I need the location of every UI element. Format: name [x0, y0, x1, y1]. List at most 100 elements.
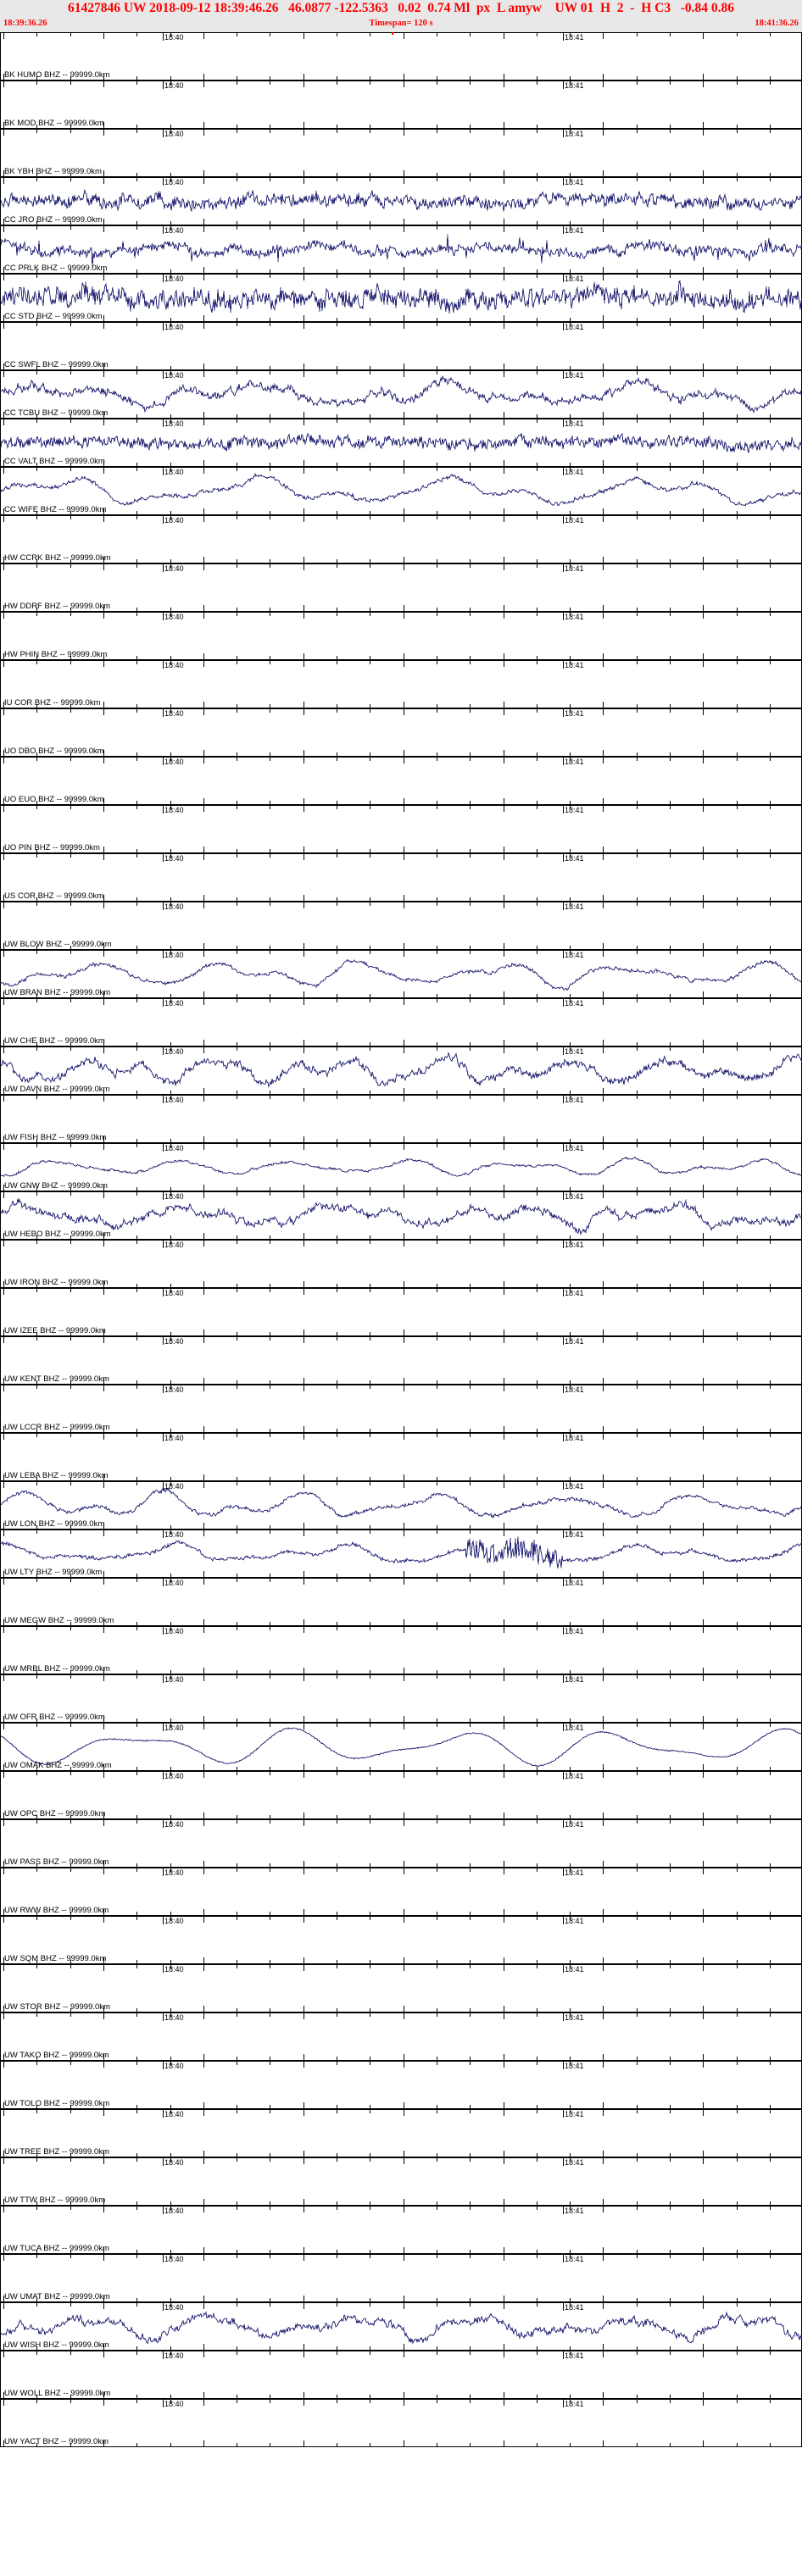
axis-tick-labelled: [563, 902, 564, 910]
trace-row[interactable]: 18:40 18:41 UW TOLO BHZ -- 99999.0km: [0, 2061, 802, 2109]
trace-row[interactable]: 18:40 18:41 UW CHE BHZ -- 99999.0km: [0, 998, 802, 1046]
axis-line-bottom: [1, 1432, 802, 1433]
trace-row[interactable]: 18:40 18:41 UW MRBL BHZ -- 99999.0km: [0, 1626, 802, 1674]
trace-row[interactable]: 18:40 18:41 CC SWFL BHZ -- 99999.0km: [0, 322, 802, 370]
axis-tick-minor: [136, 2207, 137, 2210]
trace-row[interactable]: 18:40 18:41 UW LON BHZ -- 99999.0km: [0, 1481, 802, 1530]
axis-tick-minor: [36, 999, 37, 1002]
trace-row[interactable]: 18:40 18:41 CC TCBU BHZ -- 99999.0km: [0, 370, 802, 419]
axis-time-label: 18:40: [164, 2110, 184, 2118]
trace-row[interactable]: 18:40 18:41 UW DAVN BHZ -- 99999.0km: [0, 1046, 802, 1095]
trace-row[interactable]: 18:40 18:41 BK MOD BHZ -- 99999.0km: [0, 80, 802, 129]
axis-tick-minor: [770, 1579, 771, 1582]
axis-tick-major: [203, 1241, 204, 1246]
tick-row-bottom: [1, 2151, 802, 2157]
axis-tick-major: [703, 1241, 704, 1246]
axis-tick-minor: [136, 902, 137, 906]
axis-tick-minor: [136, 1772, 137, 1775]
axis-tick-minor: [136, 1096, 137, 1099]
trace-row[interactable]: 18:40 18:41 UO DBO BHZ -- 99999.0km: [0, 708, 802, 757]
trace-row[interactable]: 18:40 18:41 UO PIN BHZ -- 99999.0km: [0, 805, 802, 853]
trace-row[interactable]: 18:40 18:41 CC VALT BHZ -- 99999.0km: [0, 419, 802, 467]
trace-row[interactable]: 18:40 18:41 UO EUO BHZ -- 99999.0km: [0, 757, 802, 805]
trace-row[interactable]: 18:40 18:41 UW SQM BHZ -- 99999.0km: [0, 1916, 802, 1964]
axis-tick-major: [3, 1917, 4, 1923]
trace-row[interactable]: 18:40 18:41 UW OMAK BHZ -- 99999.0km: [0, 1723, 802, 1771]
axis-tick-major: [603, 557, 604, 563]
axis-tick-minor: [770, 323, 771, 326]
axis-tick-minor: [670, 1820, 671, 1824]
axis-tick-major: [703, 1579, 704, 1585]
axis-time-label: 18:40: [164, 806, 184, 814]
axis-tick-major: [103, 902, 104, 908]
axis-tick-labelled: [163, 1868, 164, 1876]
trace-row[interactable]: 18:40 18:41 CC PRLK BHZ -- 99999.0km: [0, 225, 802, 274]
axis-tick-minor: [637, 1772, 638, 1775]
trace-row[interactable]: 18:40 18:41 UW KENT BHZ -- 99999.0km: [0, 1336, 802, 1385]
trace-row[interactable]: 18:40 18:41 UW MEGW BHZ -- 99999.0km: [0, 1578, 802, 1626]
axis-tick-major: [3, 130, 4, 136]
axis-tick-minor: [136, 999, 137, 1002]
trace-row[interactable]: 18:40 18:41 UW LTY BHZ -- 99999.0km: [0, 1530, 802, 1578]
axis-tick-major: [703, 2247, 704, 2253]
trace-row[interactable]: 18:40 18:41 UW HEBO BHZ -- 99999.0km: [0, 1191, 802, 1240]
axis-line-top: [1, 1143, 802, 1144]
axis-line-bottom: [1, 514, 802, 515]
trace-row[interactable]: 18:40 18:41 UW BLOW BHZ -- 99999.0km: [0, 902, 802, 950]
axis-tick-minor: [770, 1917, 771, 1920]
trace-row[interactable]: 18:40 18:41 UW BRAN BHZ -- 99999.0km: [0, 950, 802, 998]
trace-row[interactable]: 18:40 18:41 UW FISH BHZ -- 99999.0km: [0, 1095, 802, 1143]
trace-row[interactable]: 18:40 18:41 UW GNW BHZ -- 99999.0km: [0, 1143, 802, 1191]
axis-tick-minor: [637, 81, 638, 85]
trace-row[interactable]: 18:40 18:41 UW IZEE BHZ -- 99999.0km: [0, 1288, 802, 1336]
trace-row[interactable]: 18:40 18:41 UW OPC BHZ -- 99999.0km: [0, 1771, 802, 1819]
axis-line-bottom: [1, 997, 802, 998]
trace-row[interactable]: 18:40 18:41 UW OFR BHZ -- 99999.0km: [0, 1674, 802, 1723]
trace-row[interactable]: 18:40 18:41 UW IRON BHZ -- 99999.0km: [0, 1240, 802, 1288]
trace-row[interactable]: 18:40 18:41 UW UMAT BHZ -- 99999.0km: [0, 2254, 802, 2302]
trace-row[interactable]: 18:40 18:41 IU COR BHZ -- 99999.0km: [0, 660, 802, 708]
trace-row[interactable]: 18:40 18:41 BK YBH BHZ -- 99999.0km: [0, 129, 802, 177]
axis-tick-minor: [36, 2110, 37, 2113]
trace-row[interactable]: 18:40 18:41 UW YACT BHZ -- 99999.0km: [0, 2399, 802, 2447]
axis-tick-major: [203, 1716, 204, 1722]
trace-row[interactable]: 18:40 18:41 CC JRO BHZ -- 99999.0km: [0, 177, 802, 225]
trace-row[interactable]: 18:40 18:41 UW PASS BHZ -- 99999.0km: [0, 1819, 802, 1868]
axis-tick-minor: [470, 1772, 471, 1775]
trace-row[interactable]: 18:40 18:41 CC WIFE BHZ -- 99999.0km: [0, 467, 802, 515]
trace-row[interactable]: 18:40 18:41 UW STOR BHZ -- 99999.0km: [0, 1964, 802, 2012]
trace-row[interactable]: 18:40 18:41 HW PHIN BHZ -- 99999.0km: [0, 612, 802, 660]
axis-tick-major: [703, 2440, 704, 2446]
trace-row[interactable]: 18:40 18:41 UW WISH BHZ -- 99999.0km: [0, 2302, 802, 2351]
trace-row[interactable]: 18:40 18:41 HW CCRK BHZ -- 99999.0km: [0, 515, 802, 564]
trace-row[interactable]: 18:40 18:41 US COR BHZ -- 99999.0km: [0, 853, 802, 902]
axis-tick-minor: [670, 806, 671, 809]
axis-tick-major: [603, 1820, 604, 1826]
trace-row[interactable]: 18:40 18:41 UW TUCA BHZ -- 99999.0km: [0, 2206, 802, 2254]
trace-row[interactable]: 18:40 18:41 UW TAKO BHZ -- 99999.0km: [0, 2012, 802, 2061]
axis-tick-major: [103, 2351, 104, 2357]
trace-row[interactable]: 18:40 18:41 HW DDRF BHZ -- 99999.0km: [0, 564, 802, 612]
axis-line-top: [1, 2109, 802, 2110]
station-label: UW MEGW BHZ -- 99999.0km: [4, 1616, 114, 1625]
tick-row-bottom: [1, 2102, 802, 2108]
axis-tick-major: [603, 2247, 604, 2253]
axis-tick-minor: [36, 1241, 37, 1244]
trace-row[interactable]: 18:40 18:41 UW LCCR BHZ -- 99999.0km: [0, 1385, 802, 1433]
axis-tick-minor: [737, 1385, 738, 1389]
axis-line-bottom: [1, 804, 802, 805]
axis-tick-minor: [670, 709, 671, 713]
axis-tick-minor: [470, 613, 471, 616]
trace-row[interactable]: 18:40 18:41 UW LEBA BHZ -- 99999.0km: [0, 1433, 802, 1481]
axis-time-label: 18:40: [164, 1241, 184, 1249]
trace-row[interactable]: 18:40 18:41 BK HUMO BHZ -- 99999.0km: [0, 32, 802, 80]
axis-tick-major: [603, 943, 604, 949]
axis-tick-labelled: [563, 1434, 564, 1441]
trace-row[interactable]: 18:40 18:41 UW TTW BHZ -- 99999.0km: [0, 2157, 802, 2206]
axis-tick-minor: [670, 902, 671, 906]
trace-row[interactable]: 18:40 18:41 CC STD BHZ -- 99999.0km: [0, 274, 802, 322]
trace-row[interactable]: 18:40 18:41 UW WOLL BHZ -- 99999.0km: [0, 2351, 802, 2399]
axis-tick-major: [703, 2006, 704, 2012]
trace-row[interactable]: 18:40 18:41 UW TREE BHZ -- 99999.0km: [0, 2109, 802, 2157]
trace-row[interactable]: 18:40 18:41 UW RWW BHZ -- 99999.0km: [0, 1868, 802, 1916]
